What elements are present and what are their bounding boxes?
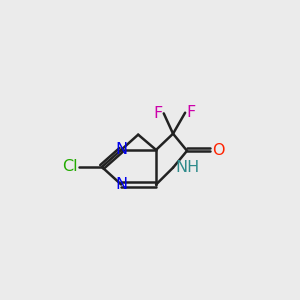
Text: N: N [115, 142, 127, 158]
Text: N: N [115, 177, 127, 192]
Text: NH: NH [176, 160, 200, 175]
Text: Cl: Cl [63, 160, 78, 175]
Text: F: F [186, 105, 195, 120]
Text: O: O [212, 143, 225, 158]
Text: F: F [154, 106, 163, 121]
